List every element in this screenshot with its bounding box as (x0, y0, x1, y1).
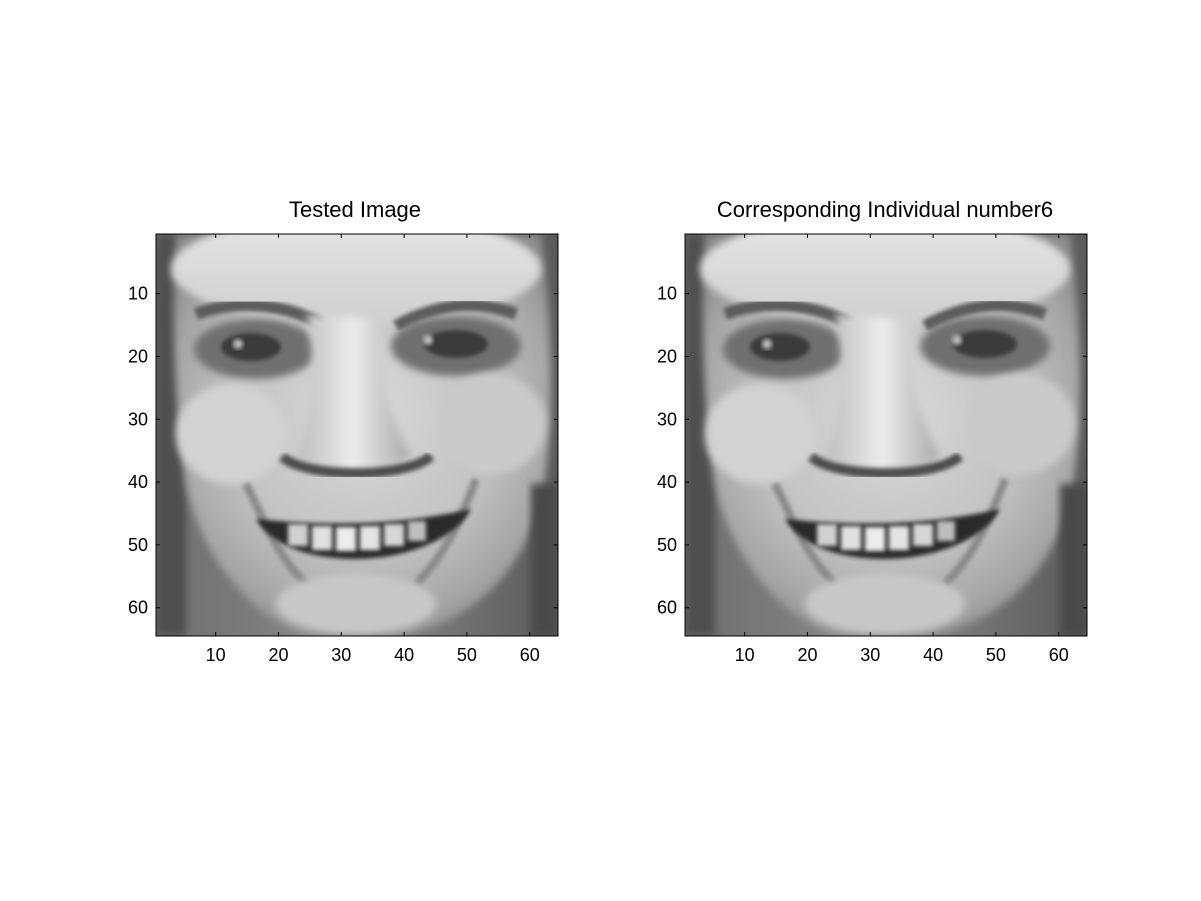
panel-1-x-ticks: 10 20 30 40 50 60 (206, 234, 540, 665)
panel-2-x-tick-label: 40 (923, 645, 943, 665)
panel-2-x-tick-label: 30 (860, 645, 880, 665)
panel-2-y-tick-label: 20 (657, 346, 677, 366)
panel-1-y-tick-label: 40 (128, 472, 148, 492)
panel-1-y-tick-label: 60 (128, 598, 148, 618)
panel-2-x-ticks: 10 20 30 40 50 60 (735, 234, 1069, 665)
panel-1-x-tick-label: 60 (520, 645, 540, 665)
panel-2-x-tick-label: 10 (735, 645, 755, 665)
panel-2-y-tick-label: 60 (657, 598, 677, 618)
panel-2-x-tick-label: 60 (1049, 645, 1069, 665)
panel-1-y-tick-label: 10 (128, 284, 148, 304)
panel-2-y-ticks: 10 20 30 40 50 60 (657, 284, 1087, 618)
panel-2-title: Corresponding Individual number6 (717, 197, 1053, 222)
panel-1-axes-box (155, 233, 559, 637)
panel-2-y-tick-label: 50 (657, 535, 677, 555)
panel-1-y-tick-label: 50 (128, 535, 148, 555)
panel-1-x-tick-label: 40 (394, 645, 414, 665)
panel-1-y-ticks: 10 20 30 40 50 60 (128, 284, 558, 618)
panel-1-x-tick-label: 10 (206, 645, 226, 665)
panel-2-y-tick-label: 10 (657, 284, 677, 304)
panel-1: Tested Image 10 20 30 40 50 60 10 20 30 40 50 60 (128, 197, 559, 665)
panel-2: Corresponding Individual number6 10 20 30 4… (657, 197, 1088, 665)
panel-2-y-tick-label: 40 (657, 472, 677, 492)
panel-1-x-tick-label: 30 (331, 645, 351, 665)
panel-1-image (156, 214, 558, 636)
panel-1-title: Tested Image (289, 197, 421, 222)
panel-2-x-tick-label: 50 (986, 645, 1006, 665)
panel-1-y-tick-label: 20 (128, 346, 148, 366)
panel-1-x-tick-label: 20 (268, 645, 288, 665)
panel-1-y-tick-label: 30 (128, 409, 148, 429)
panel-2-x-tick-label: 20 (797, 645, 817, 665)
panel-1-x-tick-label: 50 (457, 645, 477, 665)
panel-2-image (685, 214, 1087, 636)
panel-2-y-tick-label: 30 (657, 409, 677, 429)
panel-2-axes-box (684, 233, 1088, 637)
